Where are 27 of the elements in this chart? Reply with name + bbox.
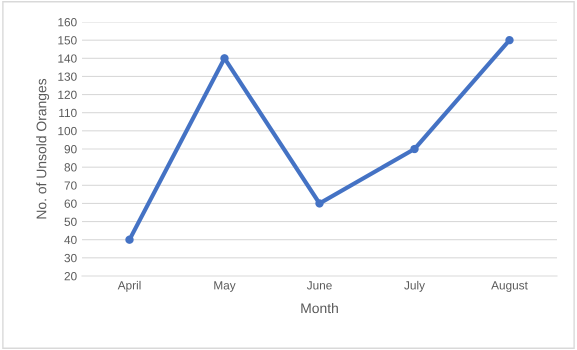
y-tick-label: 80 (64, 163, 77, 172)
y-tick-label: 50 (64, 218, 77, 226)
y-tick-label: 40 (64, 236, 77, 244)
x-tick-label: April (118, 280, 141, 292)
point (220, 54, 229, 62)
y-tick-label: 150 (58, 36, 77, 45)
y-tick-label: 20 (64, 272, 77, 280)
x-tick-label: May (214, 281, 236, 292)
y-tick-label: 110 (59, 108, 77, 118)
point (505, 36, 514, 44)
point (125, 236, 134, 244)
x-tick-label: June (306, 281, 332, 290)
y-tick-label: 70 (64, 181, 77, 190)
y-tick-label: 160 (58, 18, 77, 26)
x-axis-title: Month (301, 302, 338, 314)
x-tick-label: August (491, 281, 528, 292)
y-tick-label: 30 (64, 254, 77, 262)
point (315, 199, 324, 208)
y-tick-label: 90 (64, 145, 77, 154)
y-tick-label: 100 (58, 126, 77, 136)
y-tick-label: 120 (58, 90, 77, 99)
y-tick-label: 140 (58, 54, 77, 63)
y-tick-label: 60 (64, 199, 77, 208)
y-tick-label: 130 (58, 72, 77, 81)
point (410, 144, 419, 154)
x-tick-label: July (404, 280, 425, 292)
y-axis-title: No. of Unsold Oranges (36, 78, 50, 218)
